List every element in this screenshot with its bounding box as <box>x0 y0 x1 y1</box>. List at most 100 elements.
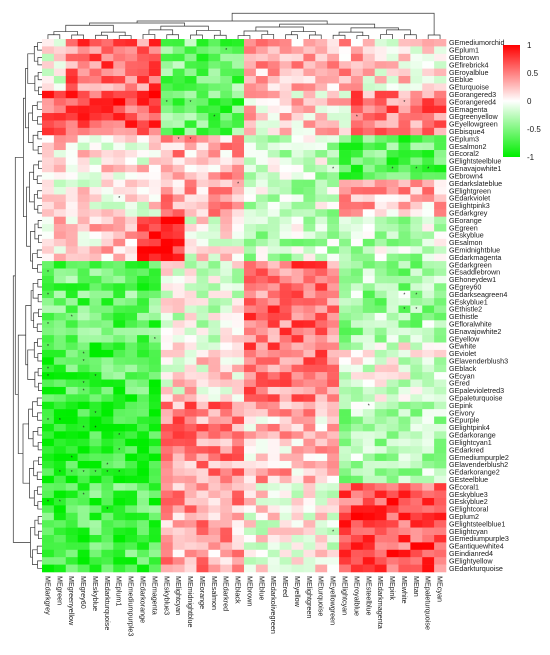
heatmap-cell <box>184 409 197 417</box>
heatmap-cell <box>125 349 138 358</box>
heatmap-cell <box>303 98 316 106</box>
heatmap-cell <box>327 312 340 321</box>
dendrogram-branch <box>33 490 38 506</box>
heatmap-cell <box>113 201 126 210</box>
heatmap-cell <box>362 394 375 403</box>
significance-mark: * <box>368 403 370 409</box>
heatmap-cell <box>303 527 316 536</box>
dendrogram-branch <box>14 157 24 395</box>
heatmap-cell <box>362 209 375 217</box>
row-label: GEplum1 <box>449 46 479 55</box>
heatmap-cell <box>315 364 328 373</box>
heatmap-cell <box>315 90 328 99</box>
heatmap-cell <box>279 268 292 277</box>
significance-mark: * <box>47 292 49 298</box>
heatmap-cell <box>291 275 304 284</box>
heatmap-cell <box>220 53 233 62</box>
heatmap-cell <box>374 364 387 373</box>
heatmap-cell <box>410 357 423 366</box>
heatmap-cell <box>362 349 375 358</box>
heatmap-cell <box>410 416 423 425</box>
heatmap-cell <box>77 423 90 432</box>
heatmap-cell <box>53 534 67 543</box>
heatmap-cell <box>137 349 150 358</box>
heatmap-cell <box>101 283 114 291</box>
heatmap-cell <box>422 179 435 188</box>
heatmap-cell <box>172 53 185 62</box>
heatmap-cell <box>422 453 435 462</box>
heatmap-cell <box>244 349 257 358</box>
heatmap-cell <box>53 179 67 188</box>
heatmap-cell <box>244 187 257 195</box>
heatmap-cell <box>279 438 292 447</box>
heatmap-cell <box>422 275 435 284</box>
heatmap-cell <box>53 135 67 143</box>
heatmap-cell <box>184 261 197 269</box>
heatmap-cell <box>196 157 209 166</box>
heatmap-cell <box>339 76 352 84</box>
heatmap-cell <box>65 68 78 77</box>
heatmap-cell <box>350 135 364 143</box>
heatmap-cell <box>148 401 162 410</box>
heatmap-cell <box>232 105 245 114</box>
heatmap-cell <box>53 150 67 158</box>
heatmap-cell <box>374 142 387 151</box>
heatmap-cell <box>232 142 245 151</box>
heatmap-cell <box>113 157 126 166</box>
heatmap-cell <box>42 268 55 277</box>
heatmap-cell <box>362 564 375 573</box>
heatmap-cell <box>160 290 173 299</box>
heatmap-cell <box>137 312 150 321</box>
heatmap-cell <box>172 342 185 351</box>
heatmap-cell <box>148 497 162 506</box>
heatmap-cell <box>362 298 375 306</box>
heatmap-cell <box>172 76 185 84</box>
heatmap-cell <box>386 68 399 77</box>
heatmap-cell <box>291 431 304 440</box>
heatmap-cell <box>137 98 150 106</box>
heatmap-cell <box>42 320 55 329</box>
significance-mark: * <box>83 389 85 395</box>
heatmap-cell <box>327 327 340 336</box>
heatmap-cell <box>398 475 411 484</box>
heatmap-cell <box>339 290 352 299</box>
heatmap-cell <box>113 438 126 447</box>
heatmap-cell <box>410 105 423 114</box>
heatmap-cell <box>172 490 185 499</box>
heatmap-cell <box>303 475 316 484</box>
heatmap-cell <box>65 342 78 351</box>
heatmap-cell <box>53 105 67 114</box>
heatmap-cell <box>232 46 245 55</box>
heatmap-cell <box>101 505 114 514</box>
heatmap-cell <box>208 327 221 336</box>
heatmap-cell <box>113 475 126 484</box>
column-label: MEroyalblue <box>352 576 361 616</box>
dendrogram-branch <box>71 34 84 39</box>
dendrogram-branch <box>118 35 132 39</box>
heatmap-cell <box>125 268 138 277</box>
heatmap-cell <box>374 542 387 551</box>
heatmap-cell <box>327 564 340 573</box>
heatmap-cell <box>208 446 221 454</box>
dendrogram-branch <box>17 334 26 454</box>
heatmap-cell <box>267 372 280 380</box>
heatmap-cell <box>386 438 399 447</box>
heatmap-cell <box>89 201 102 210</box>
heatmap-cell <box>77 505 90 514</box>
heatmap-cell <box>184 209 197 217</box>
heatmap-cell <box>160 483 173 491</box>
heatmap-cell <box>196 46 209 55</box>
colorbar-tick-0-5: 0.5 <box>527 69 539 78</box>
heatmap-cell <box>386 460 399 469</box>
dendrogram-branch <box>37 353 42 362</box>
heatmap-cell <box>125 68 138 77</box>
heatmap-cell <box>386 290 399 299</box>
heatmap-cell <box>125 135 138 143</box>
heatmap-cell <box>267 453 280 462</box>
heatmap-cell <box>291 298 304 306</box>
heatmap-cell <box>434 275 447 284</box>
heatmap-cell <box>160 61 173 69</box>
heatmap-cell <box>77 127 90 136</box>
dendrogram-branch <box>38 160 42 169</box>
heatmap-cell <box>303 283 316 291</box>
